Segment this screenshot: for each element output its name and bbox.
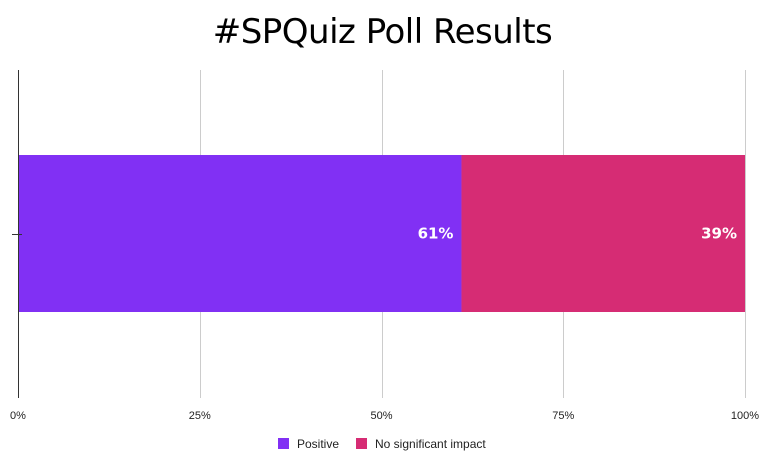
legend-swatch xyxy=(356,438,367,449)
legend-label: Positive xyxy=(297,437,339,451)
data-label: 61% xyxy=(418,225,454,243)
x-tick-label: 50% xyxy=(370,410,392,422)
tick-labels: 0% 25% 50% 75% 100% xyxy=(10,410,759,422)
data-label: 39% xyxy=(701,225,737,243)
bar-segment-positive xyxy=(18,155,462,312)
legend-label: No significant impact xyxy=(375,437,486,451)
legend-swatch xyxy=(278,438,289,449)
data-labels: 61% 39% xyxy=(418,225,737,243)
bars xyxy=(18,155,745,312)
axes xyxy=(12,70,22,398)
x-tick-label: 0% xyxy=(10,410,26,422)
chart-title: #SPQuiz Poll Results xyxy=(212,12,553,52)
legend: Positive No significant impact xyxy=(278,437,486,451)
x-tick-label: 100% xyxy=(731,410,759,422)
x-tick-label: 75% xyxy=(552,410,574,422)
bar-segment-no-significant-impact xyxy=(461,155,745,312)
x-tick-label: 25% xyxy=(189,410,211,422)
